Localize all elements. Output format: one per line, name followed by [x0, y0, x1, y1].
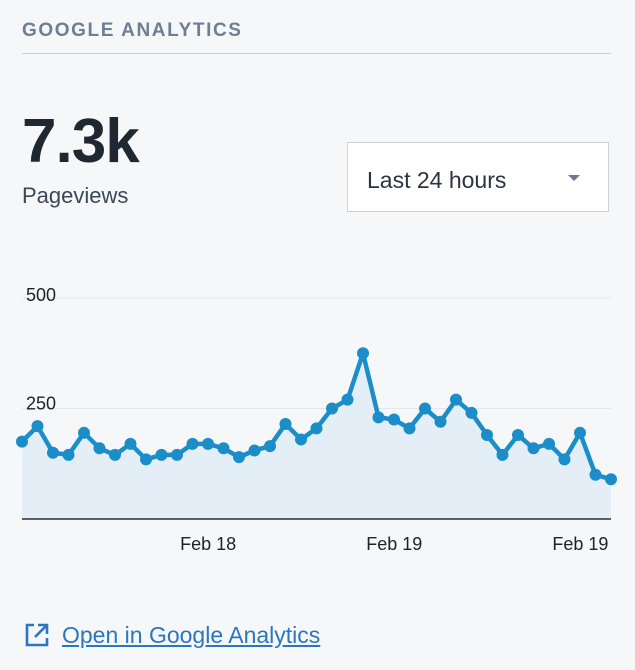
pageviews-label: Pageviews — [22, 183, 129, 208]
data-point — [527, 442, 540, 455]
data-point — [403, 422, 416, 435]
data-point — [310, 422, 323, 435]
data-point — [388, 413, 400, 426]
data-point — [279, 417, 292, 430]
data-point — [558, 453, 571, 466]
data-point — [124, 437, 137, 450]
x-tick-label: Feb 19 — [552, 534, 608, 554]
data-point — [341, 393, 354, 406]
title-divider — [22, 53, 611, 54]
data-point — [16, 435, 28, 448]
time-range-dropdown[interactable]: Last 24 hours — [347, 142, 609, 212]
data-point — [31, 420, 44, 433]
data-point — [589, 468, 602, 481]
data-point — [450, 393, 462, 406]
external-link-icon — [25, 623, 49, 647]
data-point — [357, 347, 369, 360]
data-point — [202, 437, 214, 450]
y-tick-label: 500 — [26, 285, 56, 305]
data-point — [109, 448, 121, 461]
data-point — [62, 448, 75, 461]
data-point — [248, 444, 261, 457]
data-point — [186, 437, 199, 450]
data-point — [434, 415, 447, 428]
link-label: Open in Google Analytics — [62, 621, 321, 648]
data-point — [78, 426, 90, 439]
data-point — [326, 402, 338, 415]
series-area — [22, 353, 611, 519]
data-point — [605, 473, 617, 486]
pageviews-chart: 500 250 Feb 18 Feb 19 Feb 19 — [16, 285, 617, 554]
data-point — [295, 433, 307, 446]
data-point — [481, 429, 493, 442]
data-point — [264, 440, 276, 453]
pageviews-value: 7.3k — [22, 107, 140, 176]
data-point — [372, 411, 385, 424]
data-point — [93, 442, 106, 455]
data-point — [419, 402, 431, 415]
data-point — [496, 448, 509, 461]
widget-title: GOOGLE ANALYTICS — [22, 20, 243, 41]
data-point — [140, 453, 152, 466]
data-point — [171, 448, 183, 461]
data-point — [512, 429, 524, 442]
y-tick-label: 250 — [26, 394, 56, 414]
x-tick-label: Feb 19 — [366, 534, 422, 554]
data-point — [47, 446, 59, 459]
time-range-selected: Last 24 hours — [367, 167, 507, 193]
data-point — [465, 406, 478, 419]
data-point — [155, 448, 168, 461]
data-point — [217, 442, 230, 455]
data-point — [574, 426, 586, 439]
chevron-down-icon — [568, 175, 580, 181]
data-point — [543, 437, 555, 450]
x-tick-label: Feb 18 — [180, 534, 236, 554]
open-in-google-analytics-link[interactable]: Open in Google Analytics — [24, 621, 320, 649]
data-point — [233, 451, 245, 464]
